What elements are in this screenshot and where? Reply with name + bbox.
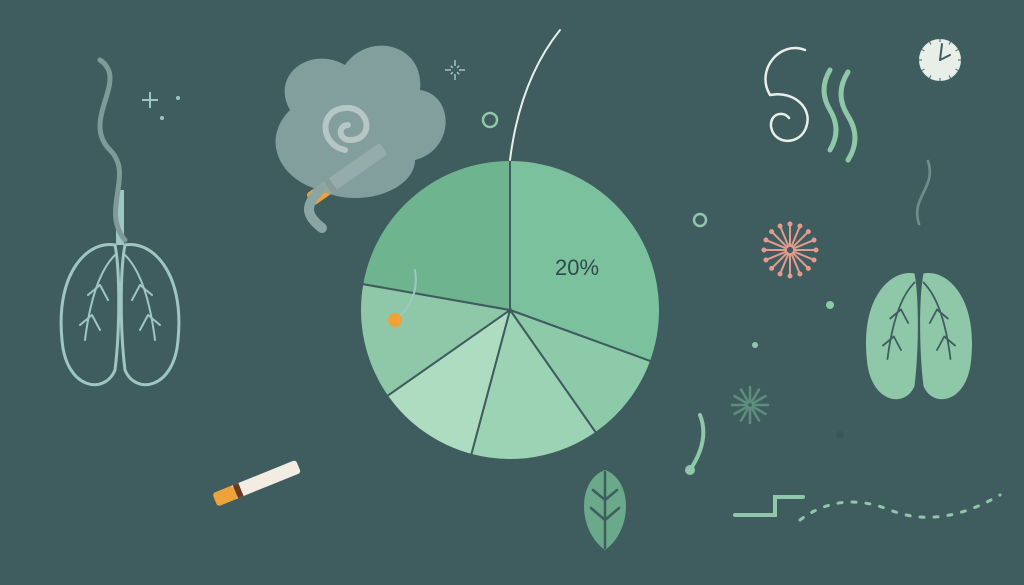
dot-icon xyxy=(826,301,834,309)
infographic-canvas: 20% xyxy=(0,0,1024,585)
swirl-icon xyxy=(765,48,807,141)
firework-icon xyxy=(762,222,819,279)
pie-slice-label: 20% xyxy=(555,255,599,281)
dot-icon xyxy=(752,342,758,348)
leaf-icon xyxy=(584,470,626,550)
dot-icon xyxy=(176,96,180,100)
sprout-path-icon xyxy=(685,415,803,515)
dot-orange-icon xyxy=(388,313,402,327)
ring-icon xyxy=(483,113,497,127)
cigarette-bottom-icon xyxy=(212,460,301,507)
infographic-svg xyxy=(0,0,1024,585)
sparkle-icon xyxy=(445,60,465,80)
clock-icon xyxy=(918,38,962,82)
pie-leader-line xyxy=(510,30,560,160)
burst-icon xyxy=(732,387,768,423)
plus-icon xyxy=(142,92,158,108)
dashed-path-icon xyxy=(800,495,1000,520)
lungs-filled-icon xyxy=(866,161,972,399)
lungs-outline-icon xyxy=(61,190,179,385)
wavy-smoke-icon xyxy=(824,70,855,160)
dot-icon xyxy=(160,116,164,120)
ring-icon xyxy=(694,214,706,226)
dot-icon xyxy=(836,431,844,439)
